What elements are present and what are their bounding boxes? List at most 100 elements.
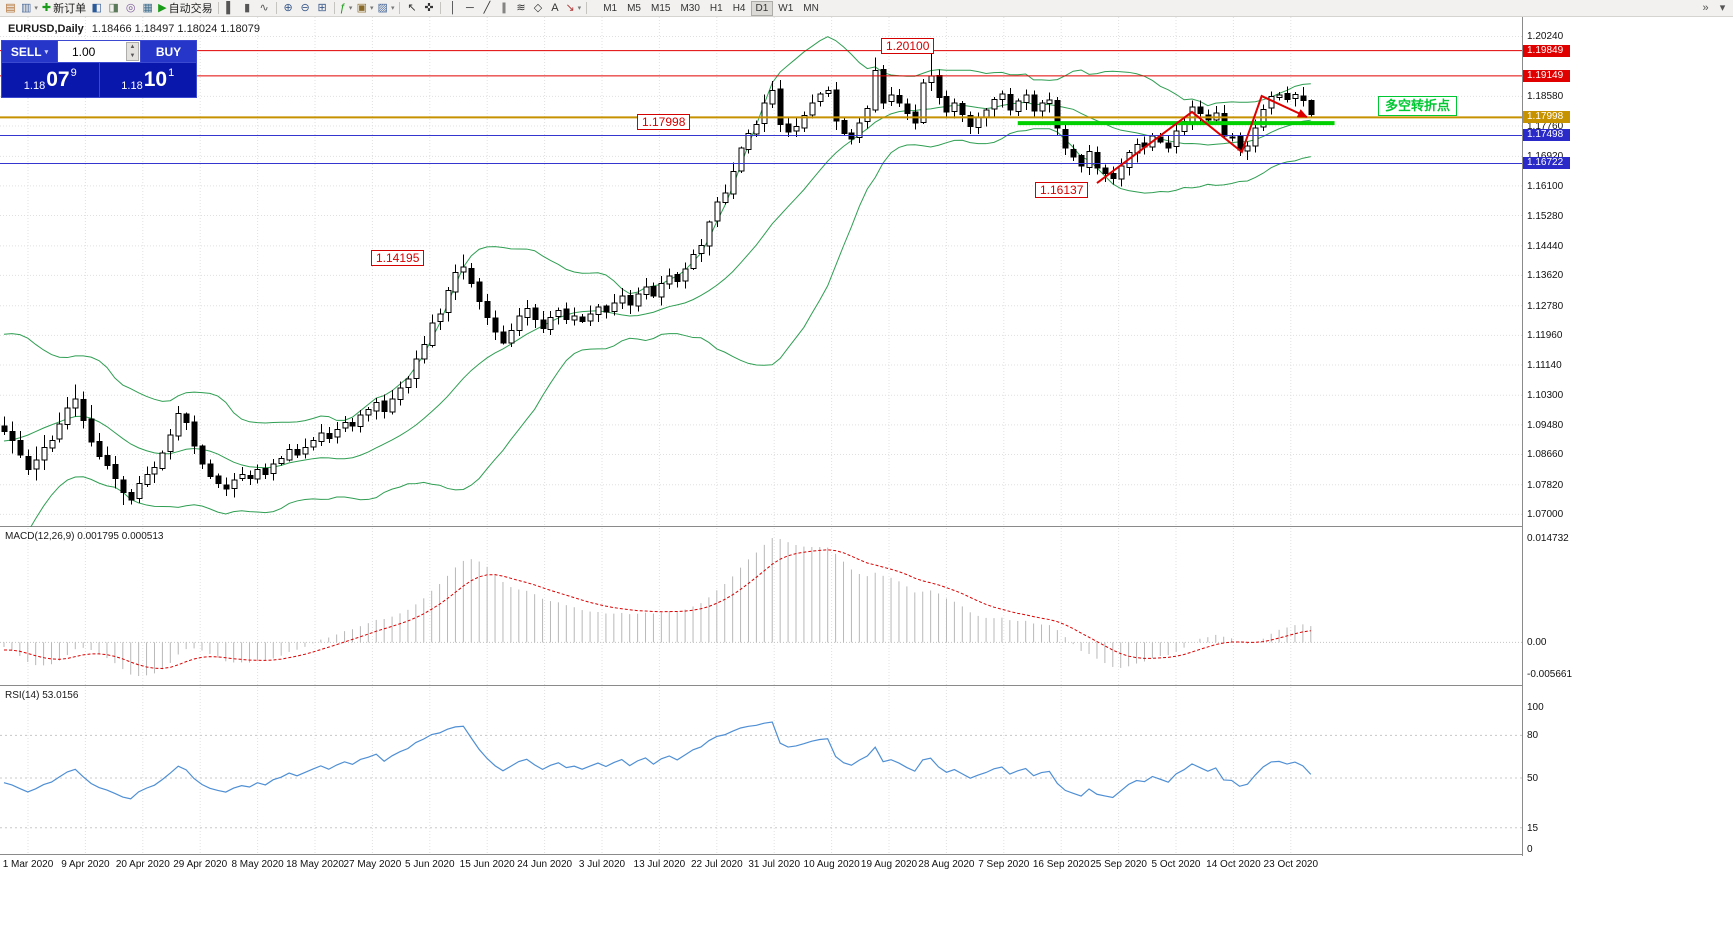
timeframe-m30-button[interactable]: M30: [680, 2, 700, 14]
price-chart-canvas[interactable]: [0, 17, 1522, 527]
templates-icon[interactable]: ▨ ▾: [376, 1, 397, 16]
dropdown-caret-icon[interactable]: ▾: [370, 5, 374, 12]
crosshair-icon[interactable]: ✜: [420, 1, 437, 16]
time-axis-label: 18 May 2020: [286, 859, 344, 870]
price-axis-tick: 100: [1527, 702, 1544, 713]
price-axis[interactable]: 1.20240 1.18580 1.17760 1.16920 1.16100 1.152…: [1522, 17, 1572, 856]
candlestick-chart-icon: ▮: [244, 1, 251, 14]
periods-icon[interactable]: ▣ ▾: [355, 1, 376, 16]
cursor-icon[interactable]: ↖: [403, 1, 420, 16]
ask-point-digit: 1: [168, 67, 175, 79]
time-axis-label: 1 Mar 2020: [2, 859, 54, 870]
price-axis-tick: 1.14440: [1527, 240, 1564, 252]
crosshair-icon: ✜: [424, 1, 434, 14]
time-axis-label: 5 Oct 2020: [1151, 859, 1201, 870]
time-axis[interactable]: 1 Mar 2020 9 Apr 2020 20 Apr 2020 29 Apr 20…: [0, 856, 1522, 874]
arrows-icon[interactable]: ↘ ▾: [563, 1, 583, 16]
volume-increase-button[interactable]: ▲: [129, 44, 136, 50]
timeframe-m1-button[interactable]: M1: [603, 2, 618, 14]
fibonacci-icon[interactable]: ≋: [512, 1, 529, 16]
dropdown-caret-icon[interactable]: ▾: [390, 5, 395, 12]
chart-profiles-icon[interactable]: ▥ ▾: [19, 1, 40, 16]
sell-button[interactable]: SELL ▾: [2, 41, 58, 62]
timeframe-mn-button[interactable]: MN: [803, 2, 819, 14]
line-chart-icon[interactable]: ∿: [256, 1, 273, 16]
timeframe-h4-button[interactable]: H4: [732, 2, 746, 14]
trendline-icon: ╱: [483, 1, 491, 14]
dropdown-caret-icon[interactable]: ▾: [577, 5, 582, 12]
ohlc-values: 1.18466 1.18497 1.18024 1.18079: [91, 23, 261, 35]
data-window-icon[interactable]: ◨: [105, 1, 122, 16]
indicators-icon[interactable]: ƒ ▾: [338, 1, 355, 16]
auto-trading-button[interactable]: ▶ 自动交易: [156, 1, 214, 16]
time-axis-label: 5 Jun 2020: [405, 859, 455, 870]
market-watch-icon[interactable]: ◧: [88, 1, 105, 16]
price-axis-tick: 0: [1527, 844, 1533, 855]
new-order-icon: ✚: [41, 1, 52, 14]
price-axis-badge-1.19849: 1.19849: [1523, 44, 1570, 57]
text-annotation[interactable]: 多空转折点: [1378, 96, 1458, 116]
tile-windows-icon[interactable]: ⊞: [314, 1, 331, 16]
macd-canvas[interactable]: [0, 528, 1522, 686]
price-axis-tick: 80: [1527, 730, 1539, 742]
dropdown-caret-icon[interactable]: ▾: [348, 5, 353, 12]
text-icon[interactable]: A: [546, 1, 563, 16]
rsi-line: [3, 721, 1312, 800]
price-axis-tick: 1.11960: [1527, 330, 1563, 342]
time-axis-label: 7 Sep 2020: [978, 859, 1030, 870]
timeframe-h1-button[interactable]: H1: [709, 2, 723, 14]
new-order-button-label: 新订单: [53, 3, 87, 15]
zoom-in-icon: ⊕: [283, 1, 293, 14]
time-axis-label: 20 Apr 2020: [115, 859, 170, 870]
channel-icon[interactable]: ∥: [495, 1, 512, 16]
new-order-button[interactable]: ✚ 新订单: [40, 1, 88, 16]
price-axis-tick: 1.13620: [1527, 270, 1564, 282]
toolbar-separator: [333, 2, 335, 14]
toolbar-separator: [399, 2, 401, 14]
price-callout-1.17998[interactable]: 1.17998: [637, 114, 691, 130]
price-axis-tick: 1.17760: [1527, 121, 1564, 132]
ask-big-digits: 10: [143, 68, 168, 91]
price-axis-badge-1.19149: 1.19149: [1523, 69, 1570, 82]
horizontal-line-icon[interactable]: ─: [461, 1, 478, 16]
price-callout-1.16137[interactable]: 1.16137: [1035, 182, 1089, 198]
price-axis-tick: 1.09480: [1527, 419, 1564, 431]
dropdown-caret-icon[interactable]: ▾: [34, 5, 38, 12]
shapes-icon: ◇: [533, 1, 543, 14]
zoom-in-icon[interactable]: ⊕: [280, 1, 297, 16]
buy-button[interactable]: BUY: [140, 41, 196, 62]
candlestick-chart-icon[interactable]: ▮: [239, 1, 256, 16]
timeframe-d1-button[interactable]: D1: [750, 0, 774, 16]
indicators-icon: ƒ: [339, 1, 346, 14]
navigator-icon[interactable]: ◎: [122, 1, 139, 16]
bar-chart-icon[interactable]: ▌: [222, 1, 239, 16]
chart-window-icon[interactable]: ▤: [2, 1, 19, 16]
toolbar-expand-icon[interactable]: »: [1697, 1, 1714, 16]
timeframe-m15-button[interactable]: M15: [651, 2, 671, 14]
arrows-icon: ↘: [565, 1, 575, 14]
timeframe-m5-button[interactable]: M5: [627, 2, 641, 14]
rsi-canvas[interactable]: [0, 687, 1522, 855]
volume-decrease-button[interactable]: ▼: [129, 53, 136, 59]
fibonacci-icon: ≋: [516, 1, 526, 14]
horizontal-line-icon: ─: [466, 1, 474, 14]
toolbar-customize-icon[interactable]: ▾: [1714, 1, 1731, 16]
templates-icon: ▨: [377, 1, 388, 14]
trendline-icon[interactable]: ╱: [478, 1, 495, 16]
shapes-icon[interactable]: ◇: [529, 1, 546, 16]
price-axis-tick: 1.12780: [1527, 300, 1564, 312]
zoom-out-icon: ⊖: [300, 1, 310, 14]
timeframe-w1-button[interactable]: W1: [778, 2, 794, 14]
tile-windows-icon: ⊞: [317, 1, 327, 14]
price-chart-panel[interactable]: EURUSD,Daily 1.18466 1.18497 1.18024 1.18…: [0, 17, 1522, 527]
zoom-out-icon[interactable]: ⊖: [297, 1, 314, 16]
macd-panel[interactable]: MACD(12,26,9) 0.001795 0.000513: [0, 528, 1522, 686]
line-chart-icon: ∿: [259, 1, 269, 14]
price-callout-1.14195[interactable]: 1.14195: [371, 250, 425, 266]
vertical-line-icon[interactable]: │: [444, 1, 461, 16]
sell-button-label: SELL: [10, 44, 42, 59]
terminal-icon[interactable]: ▦: [139, 1, 156, 16]
volume-field[interactable]: 1.00 ▲ ▼: [58, 41, 140, 62]
price-callout-1.20100[interactable]: 1.20100: [881, 38, 935, 54]
rsi-panel[interactable]: RSI(14) 53.0156: [0, 687, 1522, 855]
